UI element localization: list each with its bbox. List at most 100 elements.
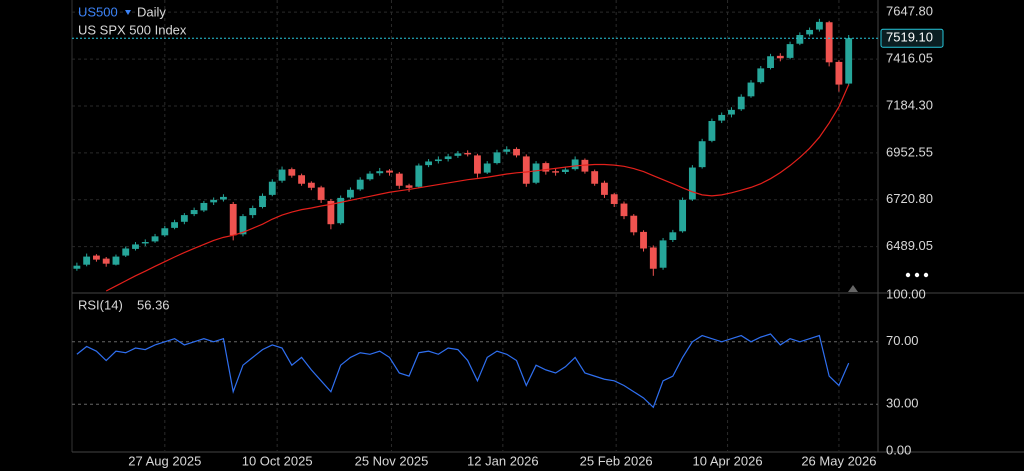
candle-body — [522, 156, 530, 184]
candle-body — [317, 187, 325, 200]
candle-body — [249, 208, 257, 216]
last-price-box — [880, 28, 944, 48]
candle-body — [141, 242, 149, 244]
candle-body — [210, 199, 218, 203]
candle-body — [669, 232, 677, 240]
candle-body — [601, 182, 608, 195]
rsi-tick-label: 100.00 — [886, 286, 926, 301]
more-menu[interactable] — [905, 272, 929, 278]
candle-body — [229, 203, 237, 236]
candle-body — [83, 256, 91, 265]
candle-body — [776, 55, 784, 59]
y-tick-label: 7647.80 — [886, 4, 933, 19]
candle-body — [454, 153, 462, 156]
candle-body — [386, 170, 393, 173]
candle-body — [171, 222, 179, 228]
candle-body — [73, 265, 81, 269]
candle-body — [347, 189, 354, 198]
candle-body — [561, 169, 569, 173]
rsi-name: RSI(14) — [78, 297, 123, 312]
candle-body — [239, 216, 247, 235]
candle-body — [415, 165, 423, 187]
candle-body — [395, 173, 403, 186]
candle-body — [835, 61, 843, 85]
scroll-marker[interactable] — [848, 285, 858, 292]
candle-body — [288, 169, 296, 176]
rsi-tick-label: 30.00 — [886, 396, 919, 411]
rsi-last-value: 56.36 — [137, 297, 170, 312]
candle-body — [366, 173, 374, 180]
x-tick-label: 10 Oct 2025 — [242, 453, 313, 468]
candle-body — [688, 167, 696, 200]
candle-body — [122, 248, 130, 256]
candle-body — [151, 236, 159, 242]
symbol-caret[interactable] — [125, 10, 131, 15]
x-tick-label: 12 Jan 2026 — [467, 453, 539, 468]
menu-dot[interactable] — [923, 272, 929, 278]
grid — [72, 0, 878, 451]
candle-body — [444, 156, 452, 160]
candle-body — [307, 182, 315, 188]
candle-body — [825, 22, 833, 63]
candle-body — [659, 240, 667, 268]
candle-body — [425, 161, 433, 166]
candle-body — [796, 35, 804, 44]
marks — [72, 18, 878, 409]
candle-body — [630, 215, 638, 233]
candle-body — [483, 163, 491, 173]
candle-body — [698, 141, 706, 168]
candle-body — [376, 171, 384, 174]
candle-body — [132, 244, 139, 249]
moving-average — [105, 84, 850, 292]
x-tick-label: 25 Feb 2026 — [580, 453, 653, 468]
candle-body — [259, 195, 266, 208]
candle-body — [845, 38, 853, 84]
candle-body — [815, 21, 823, 30]
symbol[interactable]: US500 — [78, 4, 118, 19]
candle-body — [464, 152, 472, 155]
candle-body — [708, 121, 716, 141]
candle-body — [93, 255, 100, 260]
x-tick-label: 25 Nov 2025 — [355, 453, 429, 468]
candle-body — [610, 194, 618, 204]
candle-body — [161, 228, 169, 236]
candle-body — [757, 68, 765, 83]
candle-body — [493, 152, 501, 164]
candle-body — [337, 197, 345, 224]
candle-body — [640, 231, 647, 249]
candle-body — [434, 159, 442, 162]
candle-body — [728, 109, 735, 115]
candle-body — [268, 181, 276, 195]
y-tick-label: 6952.55 — [886, 144, 933, 159]
candle-body — [503, 149, 511, 152]
menu-dot[interactable] — [905, 272, 911, 278]
rsi-tick-label: 70.00 — [886, 333, 919, 348]
chart-title: US SPX 500 Index — [78, 22, 187, 37]
candle-body — [591, 171, 599, 184]
candle-body — [806, 29, 814, 35]
candle-body — [220, 196, 227, 200]
x-tick-label: 10 Apr 2026 — [692, 453, 762, 468]
y-tick-label: 7416.05 — [886, 51, 933, 66]
rsi-tick-label: 0.00 — [886, 442, 911, 457]
candle-body — [180, 215, 188, 222]
candle-body — [718, 114, 726, 121]
candle-body — [786, 44, 794, 58]
candle-body — [190, 210, 198, 215]
candle-body — [747, 82, 755, 97]
candle-body — [581, 159, 589, 172]
candle-body — [649, 247, 657, 269]
candle-body — [542, 163, 550, 172]
menu-dot[interactable] — [914, 272, 920, 278]
candle-body — [679, 199, 687, 232]
candle-body — [767, 56, 774, 68]
candle-body — [327, 200, 335, 225]
candle-body — [112, 256, 120, 265]
candle-body — [571, 159, 579, 170]
y-tick-label: 6720.80 — [886, 191, 933, 206]
candle-body — [298, 175, 306, 184]
interval[interactable]: Daily — [137, 4, 166, 19]
y-tick-label: 7184.30 — [886, 97, 933, 112]
